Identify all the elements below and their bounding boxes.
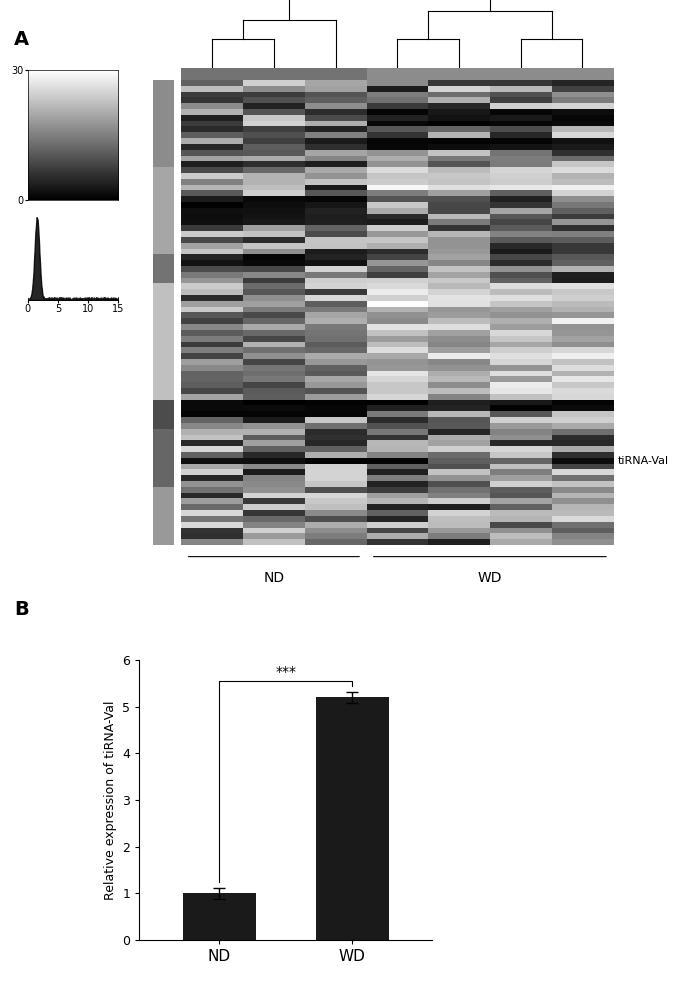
Text: ***: *** bbox=[275, 665, 296, 679]
Bar bbox=[183, 893, 256, 940]
Text: tiRNA-Val: tiRNA-Val bbox=[618, 456, 669, 466]
Text: A: A bbox=[14, 30, 29, 49]
Bar bbox=[316, 697, 389, 940]
Text: ND: ND bbox=[263, 571, 284, 585]
Y-axis label: Relative expression of tiRNA-Val: Relative expression of tiRNA-Val bbox=[104, 700, 117, 900]
Text: B: B bbox=[14, 600, 29, 619]
Text: WD: WD bbox=[477, 571, 502, 585]
